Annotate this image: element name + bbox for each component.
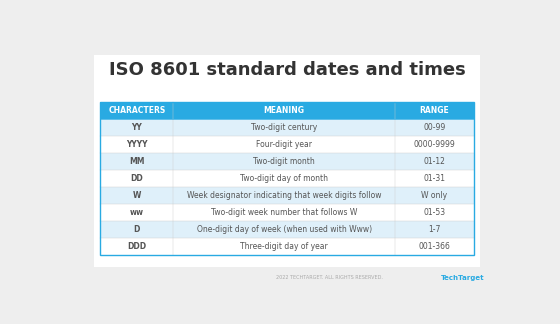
Text: Week designator indicating that week digits follow: Week designator indicating that week dig… <box>187 191 381 200</box>
Text: D: D <box>134 225 140 234</box>
Text: One-digit day of week (when used with Www): One-digit day of week (when used with Ww… <box>197 225 372 234</box>
Text: Two-digit month: Two-digit month <box>253 157 315 166</box>
FancyBboxPatch shape <box>100 187 474 204</box>
Text: MM: MM <box>129 157 144 166</box>
Text: Two-digit week number that follows W: Two-digit week number that follows W <box>211 208 357 217</box>
Text: 01-53: 01-53 <box>423 208 446 217</box>
FancyBboxPatch shape <box>173 102 395 120</box>
Text: CHARACTERS: CHARACTERS <box>108 107 165 115</box>
FancyBboxPatch shape <box>100 120 474 136</box>
Text: 2022 TECHTARGET. ALL RIGHTS RESERVED.: 2022 TECHTARGET. ALL RIGHTS RESERVED. <box>276 275 382 280</box>
Text: 01-12: 01-12 <box>423 157 445 166</box>
Text: YY: YY <box>132 123 142 133</box>
Text: Three-digit day of year: Three-digit day of year <box>240 242 328 251</box>
Text: ISO 8601 standard dates and times: ISO 8601 standard dates and times <box>109 61 465 79</box>
FancyBboxPatch shape <box>100 170 474 187</box>
Text: W: W <box>133 191 141 200</box>
Text: RANGE: RANGE <box>419 107 449 115</box>
Text: Two-digit century: Two-digit century <box>251 123 318 133</box>
FancyBboxPatch shape <box>100 102 173 120</box>
FancyBboxPatch shape <box>100 204 474 221</box>
Text: MEANING: MEANING <box>264 107 305 115</box>
FancyBboxPatch shape <box>100 136 474 153</box>
FancyBboxPatch shape <box>100 238 474 255</box>
Text: Two-digit day of month: Two-digit day of month <box>240 174 328 183</box>
Text: DD: DD <box>130 174 143 183</box>
FancyBboxPatch shape <box>100 221 474 238</box>
Text: ww: ww <box>130 208 144 217</box>
Text: 00-99: 00-99 <box>423 123 446 133</box>
Text: Four-digit year: Four-digit year <box>256 140 312 149</box>
FancyBboxPatch shape <box>100 153 474 170</box>
FancyBboxPatch shape <box>395 102 474 120</box>
Text: 001-366: 001-366 <box>418 242 450 251</box>
Text: W only: W only <box>421 191 447 200</box>
Text: 0000-9999: 0000-9999 <box>413 140 455 149</box>
Text: DDD: DDD <box>127 242 146 251</box>
Text: 1-7: 1-7 <box>428 225 441 234</box>
Text: 01-31: 01-31 <box>423 174 445 183</box>
FancyBboxPatch shape <box>94 55 480 267</box>
Text: TechTarget: TechTarget <box>441 275 484 281</box>
Text: YYYY: YYYY <box>126 140 147 149</box>
